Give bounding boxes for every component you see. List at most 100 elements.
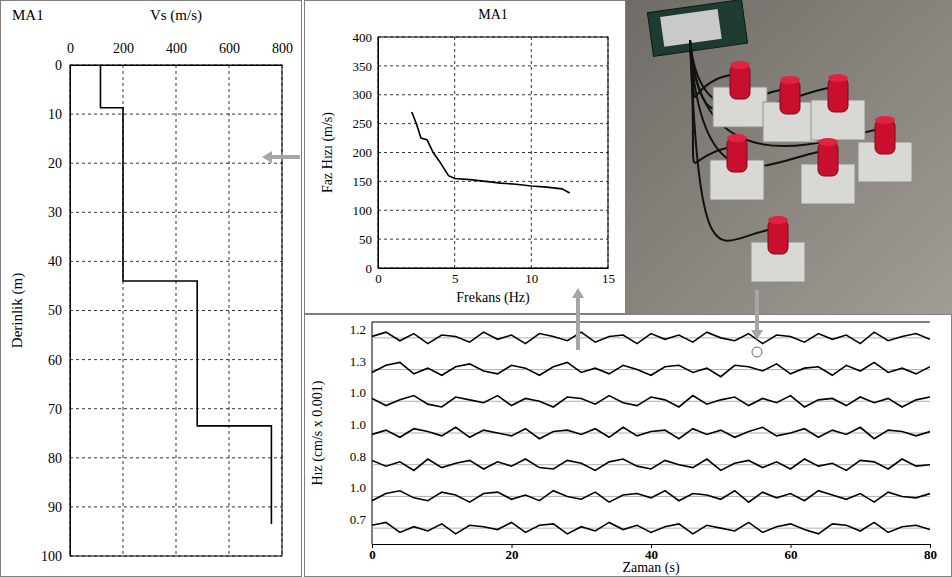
photo-sensor-body bbox=[768, 220, 788, 254]
photo-sensor-body bbox=[875, 120, 895, 154]
grid-line bbox=[70, 359, 282, 360]
grid-line bbox=[378, 210, 608, 211]
tick-label: 0 bbox=[375, 271, 382, 286]
data-line bbox=[372, 427, 930, 438]
tick: 80 bbox=[924, 544, 937, 562]
photo-sensor-cap bbox=[828, 74, 848, 82]
panel-frame bbox=[305, 1, 626, 314]
trace-label: 1.3 bbox=[350, 354, 366, 369]
plot-area bbox=[372, 332, 930, 343]
panel-frame bbox=[1, 1, 302, 577]
plot-frame bbox=[372, 322, 930, 323]
axis-line bbox=[378, 38, 379, 269]
data-line bbox=[372, 459, 930, 470]
axis-title: Derinlik (m) bbox=[9, 273, 26, 348]
tick: 30 bbox=[48, 205, 70, 220]
tick: 200 bbox=[353, 145, 379, 160]
axis: 051015 bbox=[375, 268, 615, 286]
tick-label: 0 bbox=[55, 58, 62, 73]
tick: 400 bbox=[353, 30, 379, 45]
trace-label: 1.0 bbox=[350, 417, 366, 432]
grid-line bbox=[454, 37, 455, 268]
plot-area bbox=[100, 65, 271, 524]
photo-cable bbox=[690, 40, 768, 241]
axis-title: Zaman (s) bbox=[622, 560, 679, 576]
tick: 50 bbox=[359, 232, 378, 247]
chart-title: MA1 bbox=[478, 7, 508, 22]
arrow-head bbox=[751, 330, 763, 340]
plot-frame bbox=[378, 37, 608, 268]
tick: 0 bbox=[67, 41, 74, 65]
tick-label: 250 bbox=[353, 116, 373, 131]
tick: 20 bbox=[506, 544, 519, 562]
tick-label: 200 bbox=[353, 145, 373, 160]
tick: 150 bbox=[353, 174, 379, 189]
axis: 050100150200250300350400 bbox=[353, 30, 379, 276]
axis-line bbox=[70, 66, 71, 557]
plot-area bbox=[412, 112, 570, 193]
data-line bbox=[372, 522, 930, 533]
tick: 20 bbox=[48, 156, 70, 171]
photo-sensor-body bbox=[730, 65, 750, 99]
axis-line bbox=[71, 65, 283, 66]
tick: 0 bbox=[369, 544, 376, 562]
grid-line bbox=[378, 152, 608, 153]
photo bbox=[626, 0, 952, 314]
tick-label: 20 bbox=[48, 156, 62, 171]
photo-cable bbox=[690, 40, 818, 166]
tick: 60 bbox=[785, 544, 798, 562]
tick: 300 bbox=[353, 87, 379, 102]
arrow-shaft bbox=[272, 155, 300, 159]
tick: 90 bbox=[48, 500, 70, 515]
plot-frame bbox=[70, 65, 282, 556]
plot-area bbox=[372, 491, 930, 502]
photo-cable bbox=[690, 40, 875, 146]
tick-label: 400 bbox=[353, 30, 373, 45]
grid-line bbox=[378, 94, 608, 95]
tick-label: 90 bbox=[48, 500, 62, 515]
tick: 400 bbox=[166, 41, 187, 65]
grid-line bbox=[378, 123, 608, 124]
tick-label: 100 bbox=[353, 203, 373, 218]
tick-label: 50 bbox=[48, 303, 62, 318]
data-line bbox=[412, 112, 570, 193]
tick-label: 70 bbox=[48, 402, 62, 417]
trace-baseline bbox=[372, 337, 930, 338]
trace-baseline bbox=[372, 369, 930, 370]
photo-sensor-cap bbox=[780, 76, 800, 84]
tick-label: 0 bbox=[67, 41, 74, 56]
data-line bbox=[372, 332, 930, 343]
panel-frame bbox=[305, 315, 952, 577]
grid-line bbox=[378, 65, 608, 66]
trace-label: 1.0 bbox=[350, 385, 366, 400]
data-line bbox=[100, 65, 271, 524]
arrow-head bbox=[262, 151, 272, 163]
tick: 0 bbox=[55, 58, 70, 73]
grid-line bbox=[70, 506, 282, 507]
data-line bbox=[372, 362, 930, 376]
arrow-shaft bbox=[576, 298, 580, 350]
trace-label: 0.7 bbox=[350, 512, 367, 527]
arrows bbox=[262, 151, 763, 357]
plot-area bbox=[372, 362, 930, 376]
grid bbox=[378, 37, 608, 268]
photo-sensor-body bbox=[828, 78, 848, 112]
tick-label: 400 bbox=[166, 41, 187, 56]
photo-sensor-cap bbox=[875, 116, 895, 124]
grid bbox=[70, 65, 282, 556]
grid-line bbox=[70, 457, 282, 458]
photo-sensor-cap bbox=[730, 61, 750, 69]
trace-label: 1.0 bbox=[350, 480, 366, 495]
tick: 80 bbox=[48, 451, 70, 466]
photo-sensor-body bbox=[727, 138, 747, 172]
tick-label: 300 bbox=[353, 87, 373, 102]
tick: 40 bbox=[48, 254, 70, 269]
plot-area bbox=[372, 459, 930, 470]
tick-label: 100 bbox=[41, 549, 62, 564]
photo-sensor-cap bbox=[727, 134, 747, 142]
tick-label: 800 bbox=[272, 41, 293, 56]
axis: 0102030405060708090100 bbox=[41, 58, 71, 564]
tick: 100 bbox=[353, 203, 379, 218]
tick: 800 bbox=[272, 41, 293, 65]
photo-sensor-cap bbox=[768, 216, 788, 224]
